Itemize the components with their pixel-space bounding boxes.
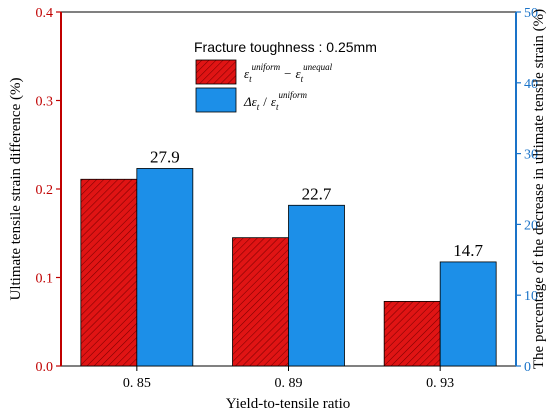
right-tick-label-2: 20 — [524, 218, 538, 233]
right-tick-label-4: 40 — [524, 77, 538, 92]
x-ticks-layer: 0. 85 0. 89 0. 93 — [123, 366, 454, 391]
data-label-2: 14.7 — [453, 241, 483, 260]
legend-label-difference: εtuniform − εtunequal — [244, 62, 333, 84]
bar-percentage-2 — [439, 261, 497, 367]
right-ticks-layer: 0 10 20 30 40 50 — [516, 6, 538, 375]
x-tick-label-0: 0. 85 — [123, 376, 151, 391]
bar-percentage-1 — [288, 204, 345, 367]
legend-swatch-percentage — [195, 87, 237, 113]
x-tick-label-1: 0. 89 — [275, 376, 303, 391]
left-tick-label-2: 0.2 — [36, 183, 54, 198]
legend-swatch-difference — [195, 59, 237, 85]
right-tick-label-5: 50 — [524, 6, 538, 21]
left-tick-label-4: 0.4 — [36, 6, 54, 21]
bar-difference-0 — [80, 178, 138, 367]
right-tick-label-0: 0 — [524, 360, 531, 375]
data-label-1: 22.7 — [302, 184, 332, 203]
legend-title: Fracture toughness : 0.25mm — [194, 39, 377, 55]
bar-difference-1 — [232, 237, 289, 367]
left-axis-title: Ultimate tensile strain difference (%) — [8, 78, 24, 301]
bars-layer — [80, 168, 497, 367]
bar-percentage-0 — [136, 168, 194, 367]
bar-difference-2 — [383, 300, 441, 367]
left-ticks-layer: 0.0 0.1 0.2 0.3 0.4 — [36, 6, 61, 375]
right-tick-label-1: 10 — [524, 289, 538, 304]
right-tick-label-3: 30 — [524, 148, 538, 163]
right-axis-title: The percentage of the decrease in ultima… — [531, 9, 547, 369]
legend-label-percentage: Δεt / εtuniform — [243, 90, 308, 112]
x-axis-title: Yield-to-tensile ratio — [226, 396, 351, 412]
x-tick-label-2: 0. 93 — [426, 376, 454, 391]
data-label-0: 27.9 — [150, 147, 180, 166]
data-labels-layer: 27.9 22.7 14.7 — [150, 147, 484, 259]
left-tick-label-0: 0.0 — [36, 360, 54, 375]
legend: Fracture toughness : 0.25mm εtuniform − εt… — [194, 39, 377, 113]
left-tick-label-3: 0.3 — [36, 95, 54, 110]
left-tick-label-1: 0.1 — [36, 272, 54, 287]
